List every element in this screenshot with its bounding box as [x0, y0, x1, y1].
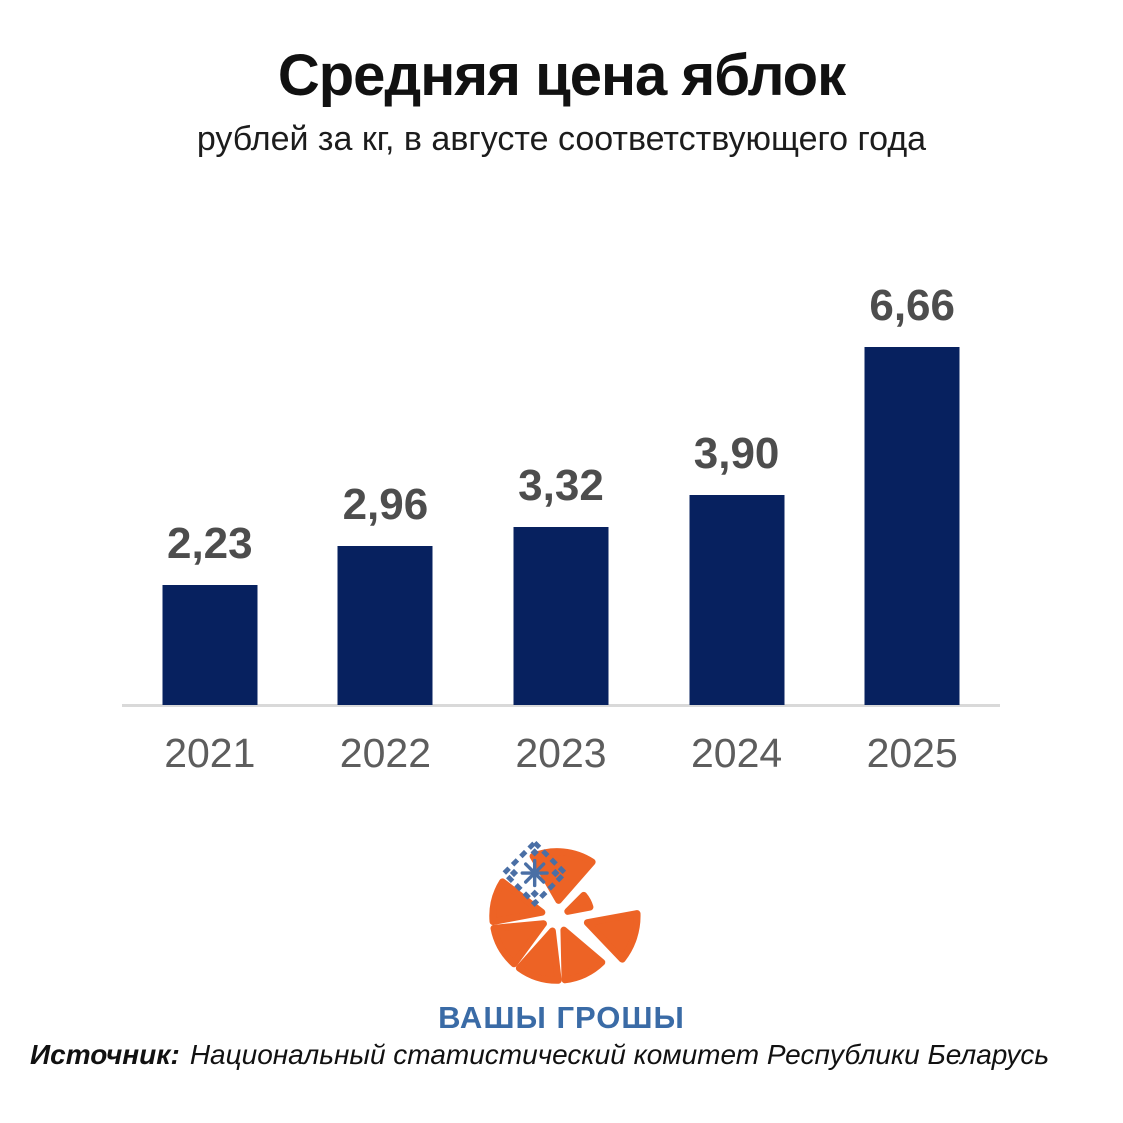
bar-group: 2,96 — [298, 345, 474, 705]
x-axis-labels: 2021 2022 2023 2024 2025 — [122, 730, 1000, 777]
page-title: Средняя цена яблок — [277, 43, 846, 108]
bar — [864, 347, 960, 705]
bar-value-label: 2,96 — [342, 480, 429, 529]
header: Средняя цена яблок рублей за кг, в авгус… — [0, 43, 1123, 158]
bar-group: 2,23 — [122, 345, 298, 705]
source-line: Источник: Национальный статистический ком… — [30, 1039, 1049, 1071]
bar — [513, 527, 609, 705]
bar-group: 6,66 — [824, 281, 1000, 705]
bar-group: 3,32 — [473, 345, 649, 705]
orange-segmented-circle-logo-icon — [488, 839, 641, 984]
page-subtitle: рублей за кг, в августе соответствующего… — [196, 119, 927, 158]
bar — [689, 495, 785, 705]
bar-value-label: 6,66 — [869, 281, 955, 330]
source-label: Источник: — [30, 1039, 180, 1070]
brand-logo: ВАШЫ ГРОШЫ — [0, 834, 1123, 1036]
bar-chart-plot-area: 2,23 2,96 3,32 3,90 6,66 — [122, 281, 1000, 707]
x-axis-label: 2023 — [515, 730, 607, 776]
bar-value-label: 3,32 — [518, 461, 604, 510]
x-axis-label: 2025 — [866, 730, 958, 776]
bar — [337, 546, 433, 705]
x-axis-label: 2024 — [690, 730, 783, 776]
bar-group: 3,90 — [649, 345, 825, 705]
x-axis-label: 2022 — [339, 730, 431, 776]
x-axis-baseline — [122, 704, 1000, 707]
source-text: Национальный статистический комитет Респ… — [189, 1039, 1050, 1070]
x-axis-label: 2021 — [164, 730, 256, 776]
bar — [162, 585, 258, 705]
bar-value-label: 2,23 — [166, 519, 253, 568]
bar-value-label: 3,90 — [693, 429, 780, 478]
brand-logo-text: ВАШЫ ГРОШЫ — [438, 1000, 685, 1035]
